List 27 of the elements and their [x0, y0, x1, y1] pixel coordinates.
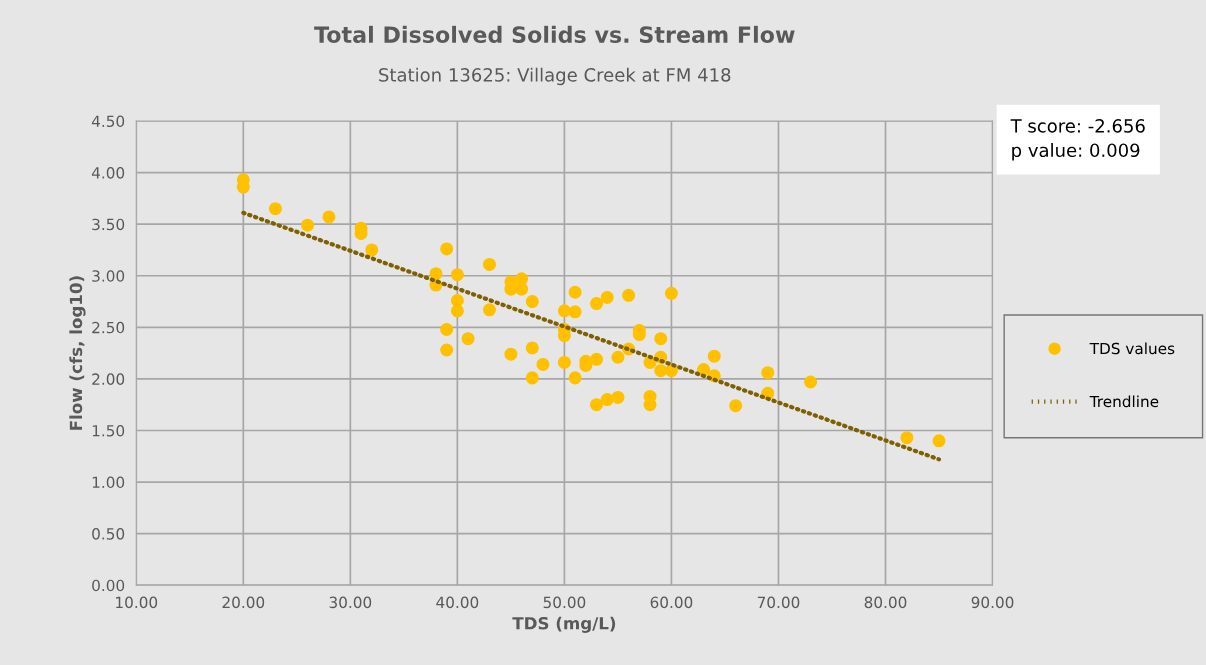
x-tick-label: 30.00: [329, 596, 372, 609]
legend-label: TDS values: [1089, 342, 1175, 355]
y-tick-label: 1.00: [92, 476, 125, 489]
x-tick-label: 50.00: [543, 596, 586, 609]
x-tick-label: 40.00: [436, 596, 479, 609]
x-tick-label: 20.00: [222, 596, 265, 609]
legend-label: Trendline: [1089, 395, 1159, 408]
y-tick-label: 3.00: [92, 270, 125, 282]
text: p value: 0.009: [1012, 143, 1140, 161]
x-tick-label: 90.00: [971, 596, 1014, 609]
y-tick-label: 0.00: [92, 579, 125, 592]
x-tick-label: 10.00: [116, 596, 158, 609]
x-tick-label: 60.00: [650, 596, 693, 609]
chart-title: Total Dissolved Solids vs. Stream Flow: [314, 25, 795, 44]
y-tick-label: 1.50: [92, 424, 125, 437]
y-tick-label: 0.50: [92, 528, 125, 540]
y-tick-label: 2.00: [92, 373, 125, 385]
y-tick-label: 4.50: [91, 115, 125, 128]
x-tick-label: 80.00: [864, 596, 907, 609]
y-tick-label: 3.50: [92, 218, 125, 231]
text: T score: -2.656: [1010, 119, 1145, 133]
chart-subtitle: Station 13625: Village Creek at FM 418: [379, 67, 731, 86]
x-tick-label: 70.00: [757, 596, 800, 609]
x-axis-title: TDS (mg/L): [512, 616, 616, 633]
y-tick-label: 2.50: [92, 321, 125, 334]
y-tick-label: 4.00: [91, 167, 125, 179]
y-axis-title: Flow (cfs, log10): [69, 276, 86, 430]
